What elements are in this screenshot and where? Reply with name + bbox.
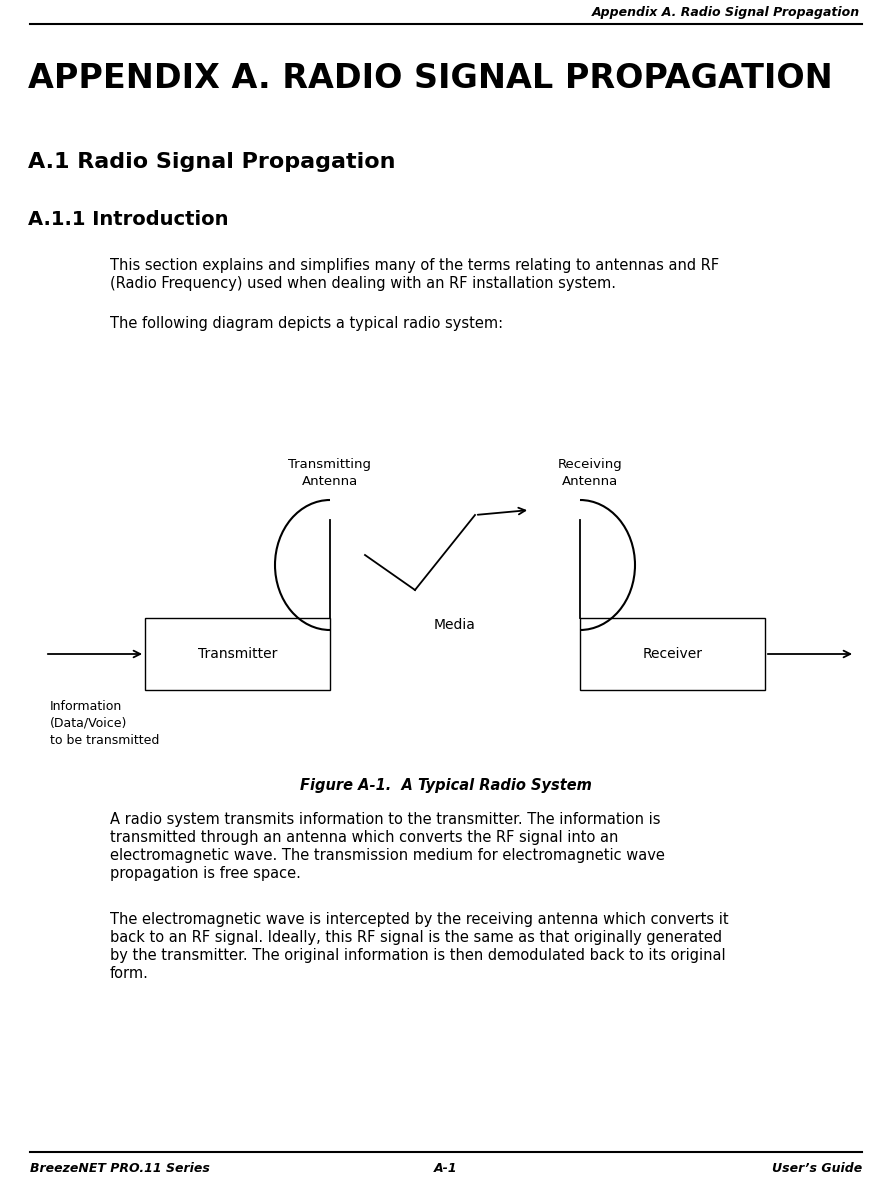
Text: Figure A-1.  A Typical Radio System: Figure A-1. A Typical Radio System xyxy=(300,779,592,793)
Text: A radio system transmits information to the transmitter. The information is: A radio system transmits information to … xyxy=(110,812,660,827)
Text: propagation is free space.: propagation is free space. xyxy=(110,866,301,880)
Text: A.1 Radio Signal Propagation: A.1 Radio Signal Propagation xyxy=(28,152,395,172)
Text: Receiver: Receiver xyxy=(642,647,703,661)
Text: Appendix A. Radio Signal Propagation: Appendix A. Radio Signal Propagation xyxy=(592,6,860,19)
Text: form.: form. xyxy=(110,966,149,981)
Text: A-1: A-1 xyxy=(434,1162,458,1176)
Text: The electromagnetic wave is intercepted by the receiving antenna which converts : The electromagnetic wave is intercepted … xyxy=(110,912,729,927)
Text: APPENDIX A. RADIO SIGNAL PROPAGATION: APPENDIX A. RADIO SIGNAL PROPAGATION xyxy=(28,62,833,95)
Text: Transmitting
Antenna: Transmitting Antenna xyxy=(288,457,371,488)
Text: electromagnetic wave. The transmission medium for electromagnetic wave: electromagnetic wave. The transmission m… xyxy=(110,848,665,863)
Text: User’s Guide: User’s Guide xyxy=(772,1162,862,1176)
Text: Transmitter: Transmitter xyxy=(198,647,277,661)
Text: Receiving
Antenna: Receiving Antenna xyxy=(558,457,623,488)
Text: by the transmitter. The original information is then demodulated back to its ori: by the transmitter. The original informa… xyxy=(110,948,725,963)
Text: transmitted through an antenna which converts the RF signal into an: transmitted through an antenna which con… xyxy=(110,830,618,845)
Text: The following diagram depicts a typical radio system:: The following diagram depicts a typical … xyxy=(110,316,503,331)
Text: This section explains and simplifies many of the terms relating to antennas and : This section explains and simplifies man… xyxy=(110,258,719,273)
Text: A.1.1 Introduction: A.1.1 Introduction xyxy=(28,210,228,229)
Text: Media: Media xyxy=(434,619,476,632)
Text: back to an RF signal. Ideally, this RF signal is the same as that originally gen: back to an RF signal. Ideally, this RF s… xyxy=(110,930,723,944)
Text: Information
(Data/Voice)
to be transmitted: Information (Data/Voice) to be transmitt… xyxy=(50,700,160,747)
Bar xyxy=(580,619,765,690)
Text: (Radio Frequency) used when dealing with an RF installation system.: (Radio Frequency) used when dealing with… xyxy=(110,276,616,292)
Bar xyxy=(145,619,330,690)
Text: BreezeNET PRO.11 Series: BreezeNET PRO.11 Series xyxy=(30,1162,210,1176)
